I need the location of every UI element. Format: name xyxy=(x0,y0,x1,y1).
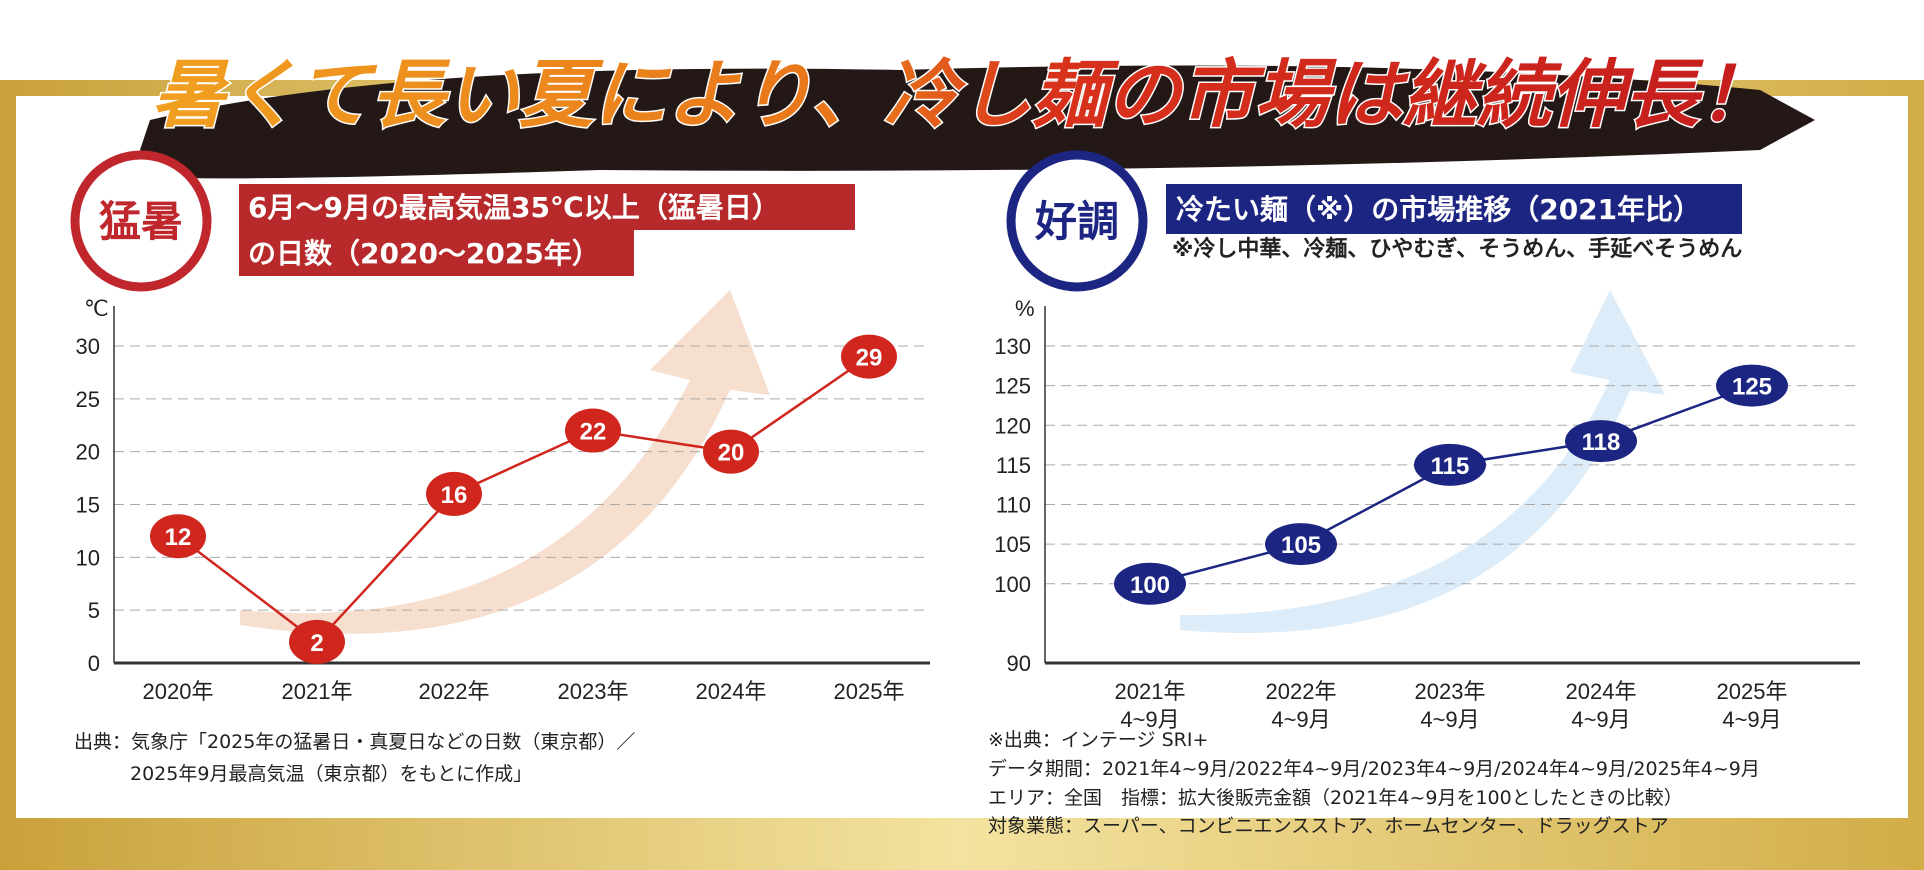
data-label: 105 xyxy=(1281,532,1321,559)
x-tick-label: 2023年 xyxy=(1415,679,1486,704)
y-tick-label: 15 xyxy=(76,493,100,518)
y-tick-label: 125 xyxy=(994,374,1031,399)
right-source-line: エリア：全国 指標：拡大後販売金額（2021年4~9月を100としたときの比較） xyxy=(988,787,1683,809)
y-tick-label: 100 xyxy=(994,572,1031,597)
right-source-line: 対象業態：スーパー、コンビニエンスストア、ホームセンター、ドラッグストア xyxy=(988,815,1669,837)
data-label: 22 xyxy=(580,419,607,446)
right-source-line: データ期間：2021年4~9月/2022年4~9月/2023年4~9月/2024… xyxy=(988,758,1760,780)
left-title-line2: の日数（2020〜2025年） xyxy=(248,237,600,270)
badge-circle-hot xyxy=(70,150,212,292)
y-axis-unit: % xyxy=(1015,296,1035,321)
x-tick-label: 4~9月 xyxy=(1271,707,1330,732)
data-label: 20 xyxy=(718,440,745,467)
y-tick-label: 25 xyxy=(76,387,100,412)
data-point xyxy=(150,514,206,559)
series-line xyxy=(177,355,870,644)
y-tick-label: 0 xyxy=(88,651,100,676)
x-tick-label: 2022年 xyxy=(419,679,490,704)
chart-cold-noodle-market: % 90 100 105 110 115 120 125 130 2021年 4~9月 2022年 4~… xyxy=(994,290,1860,732)
badge-hot: 猛暑 xyxy=(99,197,183,246)
data-label: 100 xyxy=(1130,572,1170,599)
data-label: 2 xyxy=(310,630,323,657)
data-point xyxy=(1565,420,1637,463)
left-source-line1: 出典：気象庁「2025年の猛暑日・真夏日などの日数（東京都）／ xyxy=(74,731,635,753)
data-label: 115 xyxy=(1431,453,1470,480)
data-label: 12 xyxy=(165,524,192,551)
data-label: 16 xyxy=(441,482,468,509)
left-title-line1: 6月〜9月の最高気温35℃以上（猛暑日） xyxy=(248,191,780,224)
badge-circle-good xyxy=(1006,150,1148,292)
data-label: 29 xyxy=(856,345,883,372)
x-tick-label: 4~9月 xyxy=(1120,707,1179,732)
data-point xyxy=(289,619,345,664)
y-tick-label: 130 xyxy=(994,334,1031,359)
x-tick-label: 2022年 xyxy=(1266,679,1337,704)
x-tick-label: 2021年 xyxy=(282,679,353,704)
y-tick-label: 90 xyxy=(1007,651,1031,676)
data-point xyxy=(1114,562,1186,605)
title-box-right xyxy=(1166,184,1742,234)
data-point xyxy=(841,334,897,379)
x-tick-label: 2025年 xyxy=(834,679,905,704)
x-tick-label: 2020年 xyxy=(143,679,214,704)
brush-stroke xyxy=(140,65,1815,179)
y-tick-label: 105 xyxy=(994,532,1031,557)
x-tick-label: 2024年 xyxy=(1566,679,1637,704)
x-tick-label: 2023年 xyxy=(558,679,629,704)
y-tick-label: 115 xyxy=(996,453,1031,478)
data-point xyxy=(426,471,482,516)
headline: 暑くて長い夏により、冷し麺の市場は継続伸長！ xyxy=(151,52,1772,138)
y-tick-label: 10 xyxy=(76,545,100,570)
y-tick-label: 20 xyxy=(76,440,100,465)
right-title: 冷たい麺（※）の市場推移（2021年比） xyxy=(1176,193,1701,226)
y-tick-label: 120 xyxy=(994,413,1031,438)
chart-hot-days: ℃ 0 5 10 15 20 25 30 2020年 2021年 2022年 2023年 2024年 20… xyxy=(76,290,930,704)
data-point xyxy=(703,429,759,474)
trend-arrow xyxy=(1180,290,1665,633)
right-source-line: ※出典：インテージ SRI+ xyxy=(988,729,1208,751)
title-box-left-2 xyxy=(239,228,634,276)
x-tick-label: 4~9月 xyxy=(1420,707,1479,732)
x-tick-label: 4~9月 xyxy=(1571,707,1630,732)
y-tick-label: 30 xyxy=(76,334,100,359)
title-box-left xyxy=(239,184,855,230)
data-label: 118 xyxy=(1582,429,1621,456)
y-tick-label: 110 xyxy=(996,493,1031,518)
right-subtitle: ※冷し中華、冷麺、ひやむぎ、そうめん、手延べそうめん xyxy=(1172,236,1742,262)
x-tick-label: 2021年 xyxy=(1115,679,1186,704)
x-tick-label: 2024年 xyxy=(696,679,767,704)
trend-arrow xyxy=(240,290,770,634)
badge-good: 好調 xyxy=(1034,197,1119,246)
data-label: 125 xyxy=(1732,374,1772,401)
data-point xyxy=(1265,523,1337,566)
left-source-line2: 2025年9月最高気温（東京都）をもとに作成」 xyxy=(130,763,532,785)
data-point xyxy=(1716,364,1788,407)
y-axis-unit: ℃ xyxy=(84,296,109,321)
x-tick-label: 2025年 xyxy=(1717,679,1788,704)
data-point xyxy=(1414,443,1486,486)
x-tick-label: 4~9月 xyxy=(1722,707,1781,732)
y-tick-label: 5 xyxy=(88,598,100,623)
data-point xyxy=(565,408,621,453)
